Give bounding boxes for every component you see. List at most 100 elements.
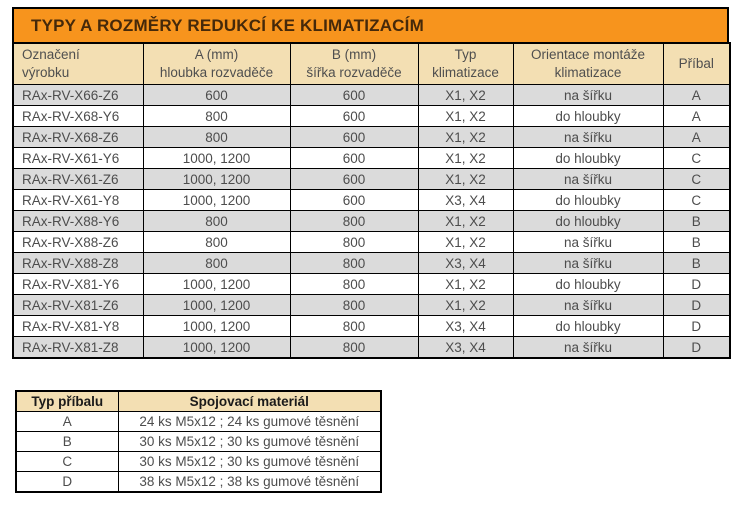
table-row: RAx-RV-X81-Y8 1000, 1200 800 X3, X4 do h… bbox=[12, 315, 731, 337]
material-cell: 24 ks M5x12 ; 24 ks gumové těsnění bbox=[117, 411, 382, 432]
orientace-cell: do hloubky bbox=[512, 105, 664, 127]
table-row: D 38 ks M5x12 ; 38 ks gumové těsnění bbox=[15, 471, 382, 493]
orientace-cell: na šířku bbox=[512, 294, 664, 316]
product-cell: RAx-RV-X81-Z6 bbox=[12, 294, 144, 316]
a-mm-cell: 800 bbox=[142, 210, 291, 232]
typ-cell: X3, X4 bbox=[417, 252, 514, 274]
dimensions-table-section: TYPY A ROZMĚRY REDUKCÍ KE KLIMATIZACÍM O… bbox=[12, 7, 731, 359]
table-body: RAx-RV-X66-Z6 600 600 X1, X2 na šířku A … bbox=[12, 84, 731, 359]
pribal-cell: C bbox=[662, 189, 731, 211]
b-mm-cell: 600 bbox=[289, 84, 419, 106]
accessory-table-body: A 24 ks M5x12 ; 24 ks gumové těsnění B 3… bbox=[15, 411, 382, 493]
product-cell: RAx-RV-X81-Y8 bbox=[12, 315, 144, 337]
a-mm-cell: 800 bbox=[142, 126, 291, 148]
pribal-type-cell: B bbox=[15, 431, 119, 452]
orientace-cell: na šířku bbox=[512, 336, 664, 359]
orientace-cell: do hloubky bbox=[512, 273, 664, 295]
table-row: B 30 ks M5x12 ; 30 ks gumové těsnění bbox=[15, 431, 382, 452]
a-mm-cell: 1000, 1200 bbox=[142, 147, 291, 169]
a-mm-cell: 1000, 1200 bbox=[142, 336, 291, 359]
col-header-typ: Typ klimatizace bbox=[417, 42, 514, 85]
pribal-cell: D bbox=[662, 336, 731, 359]
table-header: Označení výrobku A (mm) hloubka rozvaděč… bbox=[12, 42, 731, 85]
material-cell: 38 ks M5x12 ; 38 ks gumové těsnění bbox=[117, 471, 382, 493]
a-mm-cell: 800 bbox=[142, 231, 291, 253]
header-line: hloubka rozvaděče bbox=[159, 65, 274, 80]
pribal-cell: C bbox=[662, 168, 731, 190]
b-mm-cell: 800 bbox=[289, 231, 419, 253]
col-header-orientace: Orientace montáže klimatizace bbox=[512, 42, 664, 85]
table-row: C 30 ks M5x12 ; 30 ks gumové těsnění bbox=[15, 451, 382, 472]
b-mm-cell: 600 bbox=[289, 105, 419, 127]
pribal-cell: D bbox=[662, 315, 731, 337]
header-line: šířka rozvaděče bbox=[306, 65, 402, 80]
table-row: RAx-RV-X68-Z6 800 600 X1, X2 na šířku A bbox=[12, 126, 731, 148]
pribal-cell: B bbox=[662, 252, 731, 274]
pribal-cell: A bbox=[662, 105, 731, 127]
pribal-cell: A bbox=[662, 84, 731, 106]
pribal-cell: B bbox=[662, 231, 731, 253]
col-header-product: Označení výrobku bbox=[12, 42, 144, 85]
table-row: RAx-RV-X88-Z8 800 800 X3, X4 na šířku B bbox=[12, 252, 731, 274]
col-header-spojovaci-material: Spojovací materiál bbox=[117, 390, 382, 412]
b-mm-cell: 800 bbox=[289, 273, 419, 295]
product-cell: RAx-RV-X88-Z6 bbox=[12, 231, 144, 253]
header-line: A (mm) bbox=[194, 47, 239, 63]
product-cell: RAx-RV-X68-Z6 bbox=[12, 126, 144, 148]
table-row: RAx-RV-X88-Z6 800 800 X1, X2 na šířku B bbox=[12, 231, 731, 253]
pribal-cell: C bbox=[662, 147, 731, 169]
product-cell: RAx-RV-X68-Y6 bbox=[12, 105, 144, 127]
a-mm-cell: 800 bbox=[142, 105, 291, 127]
a-mm-cell: 1000, 1200 bbox=[142, 315, 291, 337]
accessory-table-section: Typ příbalu Spojovací materiál A 24 ks M… bbox=[15, 390, 382, 493]
header-line: Příbal bbox=[678, 56, 714, 72]
a-mm-cell: 1000, 1200 bbox=[142, 273, 291, 295]
orientace-cell: na šířku bbox=[512, 231, 664, 253]
table-row: RAx-RV-X88-Y6 800 800 X1, X2 do hloubky … bbox=[12, 210, 731, 232]
pribal-cell: A bbox=[662, 126, 731, 148]
typ-cell: X1, X2 bbox=[417, 84, 514, 106]
orientace-cell: do hloubky bbox=[512, 147, 664, 169]
col-header-pribal: Příbal bbox=[662, 42, 731, 85]
header-line: klimatizace bbox=[432, 65, 499, 80]
product-cell: RAx-RV-X61-Y8 bbox=[12, 189, 144, 211]
header-line: Orientace montáže bbox=[530, 47, 646, 63]
a-mm-cell: 1000, 1200 bbox=[142, 294, 291, 316]
product-cell: RAx-RV-X88-Z8 bbox=[12, 252, 144, 274]
b-mm-cell: 600 bbox=[289, 147, 419, 169]
header-row: Označení výrobku A (mm) hloubka rozvaděč… bbox=[12, 42, 731, 85]
material-cell: 30 ks M5x12 ; 30 ks gumové těsnění bbox=[117, 451, 382, 472]
table-row: RAx-RV-X61-Y6 1000, 1200 600 X1, X2 do h… bbox=[12, 147, 731, 169]
table-row: RAx-RV-X61-Y8 1000, 1200 600 X3, X4 do h… bbox=[12, 189, 731, 211]
reductions-dimensions-table: Označení výrobku A (mm) hloubka rozvaděč… bbox=[12, 42, 731, 359]
col-header-typ-pribalu: Typ příbalu bbox=[15, 390, 119, 412]
typ-cell: X1, X2 bbox=[417, 105, 514, 127]
product-cell: RAx-RV-X88-Y6 bbox=[12, 210, 144, 232]
header-line: Typ bbox=[454, 47, 477, 63]
typ-cell: X1, X2 bbox=[417, 168, 514, 190]
table-row: RAx-RV-X81-Y6 1000, 1200 800 X1, X2 do h… bbox=[12, 273, 731, 295]
accessory-material-table: Typ příbalu Spojovací materiál A 24 ks M… bbox=[15, 390, 382, 493]
header-line: Označení bbox=[22, 47, 80, 63]
orientace-cell: na šířku bbox=[512, 126, 664, 148]
product-cell: RAx-RV-X81-Z8 bbox=[12, 336, 144, 359]
orientace-cell: do hloubky bbox=[512, 189, 664, 211]
table-row: RAx-RV-X81-Z6 1000, 1200 800 X1, X2 na š… bbox=[12, 294, 731, 316]
orientace-cell: do hloubky bbox=[512, 210, 664, 232]
orientace-cell: na šířku bbox=[512, 84, 664, 106]
b-mm-cell: 800 bbox=[289, 210, 419, 232]
typ-cell: X3, X4 bbox=[417, 315, 514, 337]
product-cell: RAx-RV-X61-Y6 bbox=[12, 147, 144, 169]
pribal-type-cell: D bbox=[15, 471, 119, 493]
orientace-cell: na šířku bbox=[512, 168, 664, 190]
orientace-cell: na šířku bbox=[512, 252, 664, 274]
typ-cell: X1, X2 bbox=[417, 147, 514, 169]
page-title: TYPY A ROZMĚRY REDUKCÍ KE KLIMATIZACÍM bbox=[12, 7, 729, 44]
typ-cell: X3, X4 bbox=[417, 189, 514, 211]
a-mm-cell: 800 bbox=[142, 252, 291, 274]
pribal-cell: B bbox=[662, 210, 731, 232]
typ-cell: X1, X2 bbox=[417, 273, 514, 295]
b-mm-cell: 800 bbox=[289, 336, 419, 359]
b-mm-cell: 800 bbox=[289, 252, 419, 274]
table-row: RAx-RV-X81-Z8 1000, 1200 800 X3, X4 na š… bbox=[12, 336, 731, 359]
